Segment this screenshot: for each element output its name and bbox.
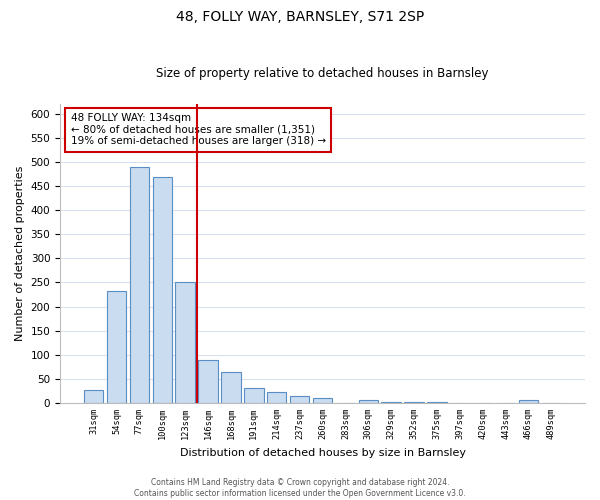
Bar <box>84 390 103 403</box>
Bar <box>359 400 378 403</box>
Text: 48, FOLLY WAY, BARNSLEY, S71 2SP: 48, FOLLY WAY, BARNSLEY, S71 2SP <box>176 10 424 24</box>
Bar <box>290 396 310 403</box>
X-axis label: Distribution of detached houses by size in Barnsley: Distribution of detached houses by size … <box>179 448 466 458</box>
Bar <box>244 388 263 403</box>
Bar <box>152 176 172 403</box>
Bar <box>221 372 241 403</box>
Bar <box>199 360 218 403</box>
Y-axis label: Number of detached properties: Number of detached properties <box>15 166 25 341</box>
Bar <box>404 402 424 403</box>
Bar <box>519 400 538 403</box>
Bar <box>175 282 195 403</box>
Bar <box>107 290 126 403</box>
Bar <box>382 402 401 403</box>
Bar <box>313 398 332 403</box>
Bar <box>267 392 286 403</box>
Text: 48 FOLLY WAY: 134sqm
← 80% of detached houses are smaller (1,351)
19% of semi-de: 48 FOLLY WAY: 134sqm ← 80% of detached h… <box>71 113 326 146</box>
Text: Contains HM Land Registry data © Crown copyright and database right 2024.
Contai: Contains HM Land Registry data © Crown c… <box>134 478 466 498</box>
Title: Size of property relative to detached houses in Barnsley: Size of property relative to detached ho… <box>156 66 489 80</box>
Bar <box>130 167 149 403</box>
